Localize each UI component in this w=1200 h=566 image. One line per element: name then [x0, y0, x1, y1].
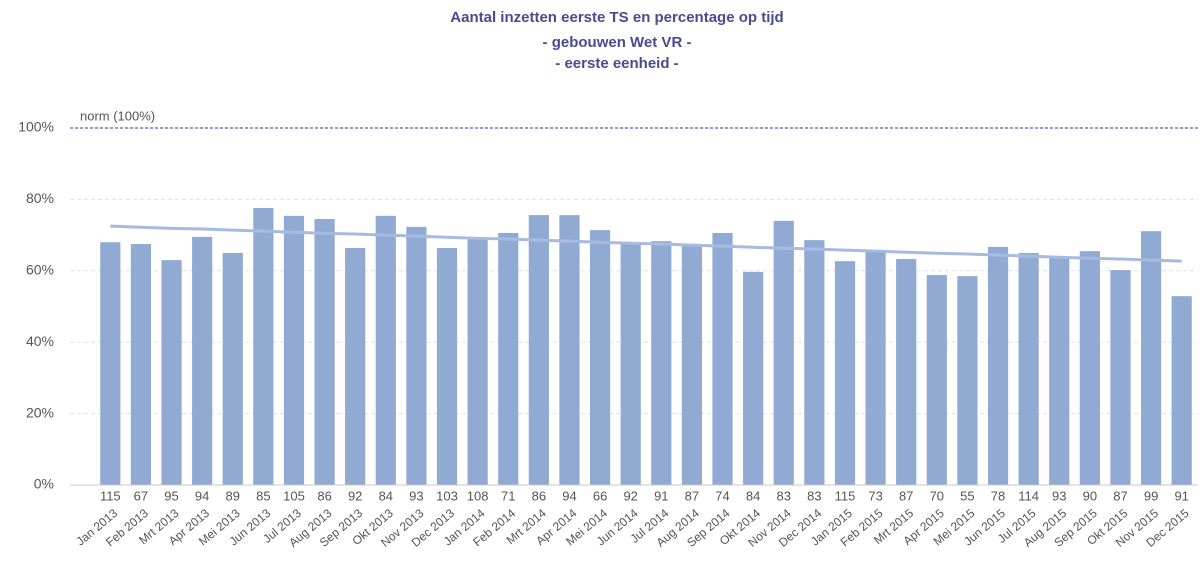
count-label: 86	[532, 488, 546, 503]
bar	[865, 250, 886, 485]
count-label: 84	[746, 488, 760, 503]
bar	[345, 247, 366, 485]
count-label: 103	[436, 488, 458, 503]
bar	[1049, 256, 1070, 485]
count-label: 87	[1113, 488, 1127, 503]
count-label: 67	[134, 488, 148, 503]
bar	[559, 215, 580, 485]
bar	[589, 230, 611, 485]
count-label: 85	[256, 488, 270, 503]
count-label: 87	[685, 488, 699, 503]
bar	[957, 276, 978, 485]
count-label: 89	[226, 488, 240, 503]
count-label: 66	[593, 488, 607, 503]
bar	[1018, 252, 1039, 485]
bar	[253, 207, 274, 485]
count-label: 73	[868, 488, 882, 503]
bar	[926, 275, 947, 485]
bar	[712, 232, 733, 485]
bar	[987, 246, 1009, 485]
bar	[314, 219, 335, 485]
count-label: 115	[835, 488, 856, 503]
bar	[834, 261, 856, 485]
bar	[283, 215, 305, 485]
count-label: 92	[348, 488, 362, 503]
y-tick-label: 100%	[18, 119, 54, 135]
count-label: 83	[777, 488, 791, 503]
bar	[467, 237, 488, 485]
count-label: 99	[1144, 488, 1158, 503]
chart-title: Aantal inzetten eerste TS en percentage …	[450, 9, 783, 26]
y-tick-label: 20%	[26, 404, 54, 420]
bar	[773, 220, 794, 485]
bar	[1079, 251, 1100, 485]
chart-subtitle: - gebouwen Wet VR -	[543, 34, 692, 51]
count-label: 94	[195, 488, 209, 503]
bar	[406, 226, 427, 485]
y-tick-label: 40%	[26, 333, 54, 349]
count-label: 108	[467, 488, 489, 503]
count-label: 105	[283, 488, 305, 503]
bar	[804, 240, 825, 485]
y-tick-label: 0%	[34, 476, 54, 492]
count-label: 92	[623, 488, 637, 503]
y-tick-label: 60%	[26, 262, 54, 278]
bar	[100, 242, 121, 485]
bar	[130, 244, 152, 485]
count-label: 71	[501, 488, 515, 503]
bar	[192, 236, 213, 485]
count-label: 93	[1052, 488, 1066, 503]
count-label: 114	[1018, 488, 1039, 503]
count-label: 95	[164, 488, 178, 503]
count-label: 83	[807, 488, 821, 503]
count-label: 86	[317, 488, 331, 503]
bar	[1110, 270, 1131, 485]
bar	[436, 247, 458, 485]
bar	[743, 271, 764, 485]
count-label: 74	[715, 488, 729, 503]
count-label: 91	[654, 488, 668, 503]
bar	[1140, 231, 1162, 485]
count-label: 84	[379, 488, 393, 503]
bar	[222, 252, 243, 485]
count-label: 90	[1083, 488, 1097, 503]
trend-line	[110, 224, 1182, 263]
bar	[498, 232, 519, 485]
bar	[161, 260, 182, 485]
bar	[528, 215, 549, 485]
count-label: 91	[1174, 488, 1188, 503]
bar	[681, 245, 703, 485]
count-label: 93	[409, 488, 423, 503]
count-label: 70	[930, 488, 944, 503]
bar	[896, 259, 917, 485]
chart-subtitle: - eerste eenheid -	[555, 55, 678, 72]
count-label: 94	[562, 488, 576, 503]
bar	[1171, 296, 1192, 485]
bar	[375, 215, 396, 485]
count-label: 115	[100, 488, 121, 503]
bar	[651, 241, 672, 485]
count-label: 87	[899, 488, 913, 503]
y-tick-label: 80%	[26, 190, 54, 206]
norm-label: norm (100%)	[80, 108, 155, 123]
bar	[620, 242, 641, 485]
count-label: 55	[960, 488, 974, 503]
count-label: 78	[991, 488, 1005, 503]
